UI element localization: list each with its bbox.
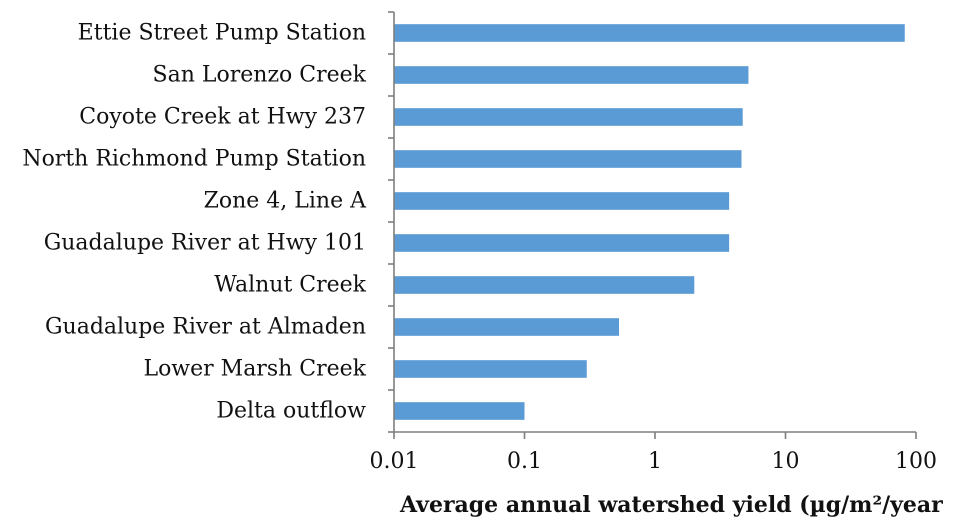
x-tick-marks-group bbox=[393, 432, 917, 439]
category-label: Guadalupe River at Almaden bbox=[45, 315, 366, 340]
bar bbox=[394, 276, 695, 294]
category-label: Zone 4, Line A bbox=[204, 189, 368, 214]
x-tick-labels-group: 0.01 0.1 1 10 100 bbox=[370, 449, 937, 474]
category-label: Coyote Creek at Hwy 237 bbox=[79, 105, 366, 130]
category-label: Walnut Creek bbox=[214, 273, 366, 298]
category-label: Delta outflow bbox=[216, 399, 366, 424]
x-axis-title: Average annual watershed yield (µg/m²/ye… bbox=[399, 492, 943, 518]
category-label: Guadalupe River at Hwy 101 bbox=[44, 231, 366, 256]
bar bbox=[394, 150, 742, 168]
bar bbox=[394, 402, 525, 420]
y-tick-marks-group bbox=[388, 11, 394, 433]
category-label: San Lorenzo Creek bbox=[153, 63, 367, 88]
category-labels-group: Ettie Street Pump Station San Lorenzo Cre… bbox=[22, 21, 367, 424]
bar bbox=[394, 360, 587, 378]
x-tick-label: 100 bbox=[895, 449, 937, 474]
bar bbox=[394, 234, 730, 252]
x-tick-label: 1 bbox=[648, 449, 662, 474]
x-tick-label: 10 bbox=[772, 449, 800, 474]
x-tick-label: 0.01 bbox=[370, 449, 419, 474]
category-label: Ettie Street Pump Station bbox=[78, 21, 366, 46]
category-label: North Richmond Pump Station bbox=[22, 147, 366, 172]
category-label: Lower Marsh Creek bbox=[143, 357, 366, 382]
bars-group bbox=[394, 24, 905, 420]
bar bbox=[394, 192, 730, 210]
bar bbox=[394, 108, 743, 126]
bar bbox=[394, 24, 905, 42]
x-tick-label: 0.1 bbox=[507, 449, 542, 474]
bar bbox=[394, 318, 620, 336]
bar bbox=[394, 66, 749, 84]
